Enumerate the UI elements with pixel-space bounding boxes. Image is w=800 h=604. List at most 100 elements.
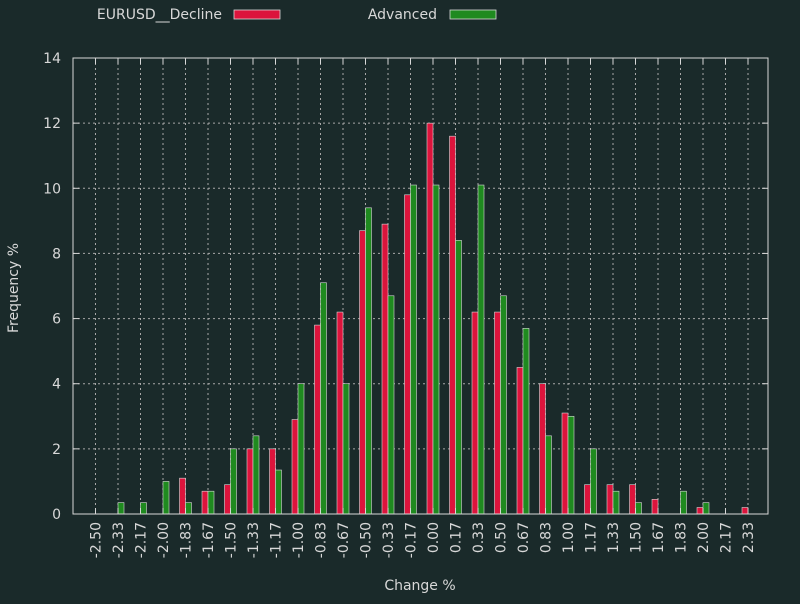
bar-advanced xyxy=(680,490,687,515)
legend-swatch-decline xyxy=(233,9,281,20)
x-axis-label: Change % xyxy=(384,578,455,594)
x-tick-label: -0.33 xyxy=(381,522,397,558)
x-tick-label: -1.50 xyxy=(224,522,240,558)
bar-decline xyxy=(269,448,276,515)
bar-decline xyxy=(224,484,231,515)
x-tick-label: -2.00 xyxy=(156,522,172,558)
x-tick-label: -2.50 xyxy=(89,522,105,558)
bar-advanced xyxy=(230,448,237,515)
x-tick-label: -1.17 xyxy=(269,522,285,558)
bar-advanced xyxy=(387,295,395,515)
bar-advanced xyxy=(117,502,125,515)
x-tick-label: 2.00 xyxy=(696,522,712,553)
bar-decline xyxy=(741,507,749,515)
y-tick-label: 6 xyxy=(52,312,61,328)
x-tick-label: 1.17 xyxy=(584,522,600,553)
x-tick-label: 2.33 xyxy=(741,522,757,553)
y-tick-label: 14 xyxy=(43,51,61,67)
x-tick-label: 1.67 xyxy=(651,522,667,553)
bar-advanced xyxy=(410,184,417,515)
x-tick-label: -2.17 xyxy=(134,522,150,558)
legend-label-decline: EURUSD__Decline xyxy=(97,7,222,23)
y-tick-label: 0 xyxy=(52,507,61,523)
legend-swatch-advanced xyxy=(449,9,497,20)
bar-decline xyxy=(584,484,591,515)
y-tick-label: 10 xyxy=(43,181,61,197)
bar-advanced xyxy=(612,490,620,515)
bar-advanced xyxy=(567,415,575,515)
bar-advanced xyxy=(455,240,462,515)
bar-advanced xyxy=(207,490,215,515)
x-tick-label: 0.50 xyxy=(494,522,510,553)
x-ticks: -2.50 -2.33 -2.17 -2.00 -1.83 -1.67 -1.50 -1.33… xyxy=(89,58,757,558)
x-tick-label: -0.67 xyxy=(336,522,352,558)
y-tick-label: 12 xyxy=(43,116,61,132)
bar-advanced xyxy=(545,435,552,515)
bar-decline xyxy=(291,419,299,515)
bar-decline xyxy=(201,490,209,515)
x-tick-label: 0.17 xyxy=(449,522,465,553)
x-tick-label: 0.67 xyxy=(516,522,532,553)
bar-decline xyxy=(651,499,659,515)
y-axis-label: Frequency % xyxy=(6,243,22,333)
bar-advanced xyxy=(185,502,192,515)
bar-advanced xyxy=(702,502,710,515)
bar-advanced xyxy=(162,481,170,515)
x-tick-label: 1.00 xyxy=(561,522,577,553)
x-tick-label: 0.83 xyxy=(539,522,555,553)
bar-decline xyxy=(629,484,636,515)
bar-decline xyxy=(449,135,456,515)
bar-decline xyxy=(696,507,704,515)
bar-advanced xyxy=(522,328,530,515)
plot-frame xyxy=(72,57,769,515)
x-tick-label: -1.00 xyxy=(291,522,307,558)
bar-advanced xyxy=(635,502,642,515)
bar-decline xyxy=(606,484,614,515)
bar-decline xyxy=(246,448,254,515)
x-tick-label: 1.33 xyxy=(606,522,622,553)
x-tick-label: -1.67 xyxy=(201,522,217,558)
x-tick-label: -0.17 xyxy=(404,522,420,558)
x-tick-label: 1.50 xyxy=(629,522,645,553)
x-tick-label: 2.17 xyxy=(719,522,735,553)
x-tick-label: -1.33 xyxy=(246,522,262,558)
bar-advanced xyxy=(432,184,440,515)
bar-advanced xyxy=(275,469,282,515)
y-tick-label: 2 xyxy=(52,442,61,458)
bar-decline xyxy=(539,383,546,515)
bar-decline xyxy=(336,311,344,515)
bar-advanced xyxy=(365,207,372,515)
bar-decline xyxy=(359,230,366,515)
x-tick-label: -1.83 xyxy=(179,522,195,558)
x-tick-label: -0.83 xyxy=(314,522,330,558)
bar-advanced xyxy=(297,383,305,515)
bar-decline xyxy=(381,223,389,515)
bar-advanced xyxy=(500,295,507,515)
bar-decline xyxy=(494,311,501,515)
bar-decline xyxy=(516,367,524,515)
y-ticks: 0 2 4 6 8 10 12 14 xyxy=(43,51,768,523)
bar-advanced xyxy=(342,383,350,515)
bars xyxy=(117,122,749,515)
bar-decline xyxy=(179,477,186,515)
bar-decline xyxy=(561,412,569,515)
x-tick-label: -2.33 xyxy=(111,522,127,558)
y-tick-label: 4 xyxy=(52,377,61,393)
bar-advanced xyxy=(477,184,485,515)
bar-advanced xyxy=(320,282,327,515)
y-tick-label: 8 xyxy=(52,246,61,262)
legend: EURUSD__Decline Advanced xyxy=(97,7,497,23)
x-tick-label: 1.83 xyxy=(674,522,690,553)
x-tick-label: -0.50 xyxy=(359,522,375,558)
bar-decline xyxy=(404,194,411,515)
bar-advanced xyxy=(252,435,260,515)
x-tick-label: 0.00 xyxy=(426,522,442,553)
bar-decline xyxy=(471,311,479,515)
bar-decline xyxy=(426,122,434,515)
bar-advanced xyxy=(590,448,597,515)
bar-advanced xyxy=(140,502,147,515)
legend-label-advanced: Advanced xyxy=(368,7,437,23)
